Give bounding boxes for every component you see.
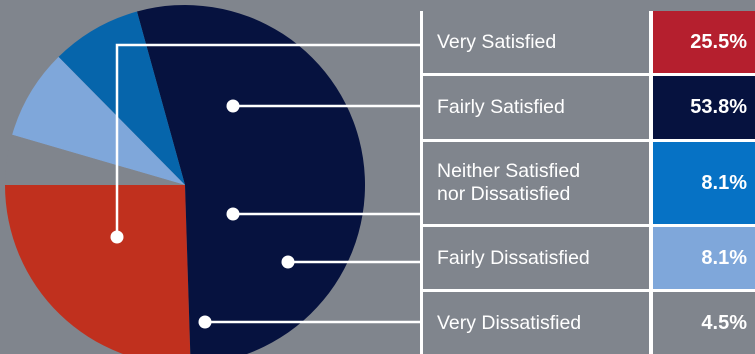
- pie-slice-very-satisfied: [5, 185, 191, 354]
- legend-label-fairly-satisfied: Fairly Satisfied: [423, 76, 649, 139]
- legend-table: Very Satisfied 25.5% Fairly Satisfied 53…: [420, 11, 755, 354]
- pie-slice-very-dissatisfied: [5, 134, 185, 185]
- value-very-dissatisfied: 4.5%: [653, 292, 755, 354]
- pie-slice-fairly-satisfied: [136, 5, 366, 354]
- legend-label-fairly-dissatisfied: Fairly Dissatisfied: [423, 227, 649, 289]
- leader-line-very-satisfied: [115, 43, 420, 237]
- legend-row-very-dissatisfied: Very Dissatisfied 4.5%: [420, 292, 755, 354]
- leader-dot-very-dissatisfied: [198, 315, 212, 329]
- leader-dot-neither-satisfied-nor-dissatisfied: [226, 207, 240, 221]
- value-neither: 8.1%: [653, 142, 755, 224]
- pie-slice-fairly-dissatisfied: [12, 56, 186, 185]
- legend-label-very-dissatisfied: Very Dissatisfied: [423, 292, 649, 354]
- legend-row-fairly-satisfied: Fairly Satisfied 53.8%: [420, 76, 755, 139]
- value-very-satisfied: 25.5%: [653, 11, 755, 73]
- legend-row-very-satisfied: Very Satisfied 25.5%: [420, 11, 755, 73]
- leader-dot-fairly-dissatisfied: [281, 255, 295, 269]
- value-fairly-dissatisfied: 8.1%: [653, 227, 755, 289]
- leader-dot-fairly-satisfied: [226, 99, 240, 113]
- legend-label-very-satisfied: Very Satisfied: [423, 11, 649, 73]
- leader-dot-very-satisfied: [110, 230, 124, 244]
- legend-label-neither: Neither Satisfied nor Dissatisfied: [423, 142, 649, 224]
- pie-slice-neither-satisfied-nor-dissatisfied: [58, 11, 185, 186]
- legend-row-fairly-dissatisfied: Fairly Dissatisfied 8.1%: [420, 227, 755, 289]
- value-fairly-satisfied: 53.8%: [653, 76, 755, 139]
- legend-row-neither: Neither Satisfied nor Dissatisfied 8.1%: [420, 142, 755, 224]
